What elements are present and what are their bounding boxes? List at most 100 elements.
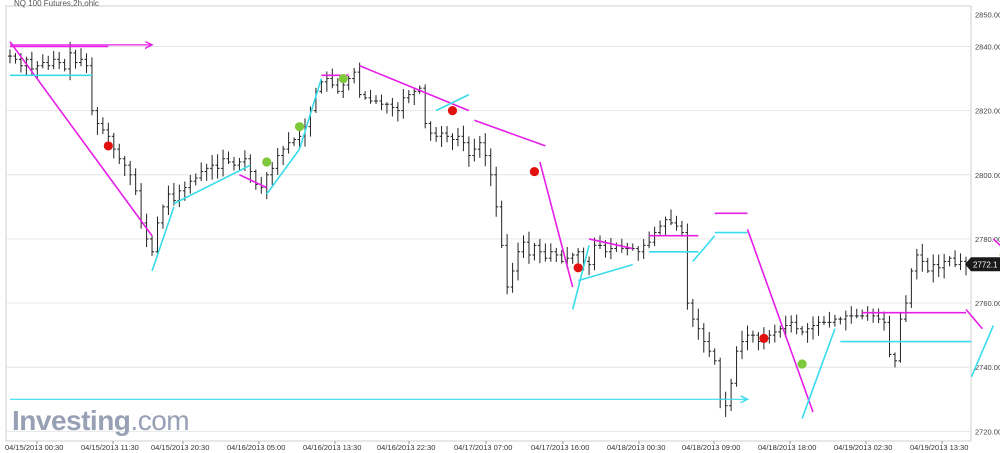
y-tick-label: 2760.00: [975, 299, 1000, 308]
ohlc-bar: [461, 125, 466, 152]
ohlc-bar: [150, 235, 155, 256]
ohlc-bar: [215, 154, 220, 179]
ohlc-bar: [368, 89, 373, 104]
ohlc-bar: [947, 256, 952, 267]
ohlc-bar: [805, 323, 810, 343]
ohlc-bar: [641, 239, 646, 260]
ohlc-bar: [494, 166, 499, 217]
ohlc-bar: [729, 378, 734, 412]
trend-line-cyan: [151, 206, 175, 272]
ohlc-bar: [909, 268, 914, 308]
trend-line-cyan: [571, 245, 590, 310]
x-tick-label: 04/16/2013 05:00: [227, 443, 285, 452]
ohlc-bar: [647, 231, 652, 249]
trend-line-magenta: [588, 238, 633, 250]
ohlc-bar: [505, 234, 510, 295]
trend-line-cyan: [266, 148, 301, 195]
ohlc-bar: [117, 143, 122, 165]
ohlc-bar: [570, 252, 575, 264]
ohlc-bar: [920, 243, 925, 272]
ohlc-bar: [849, 306, 854, 324]
ohlc-bar: [521, 235, 526, 258]
ohlc-bar: [772, 324, 777, 343]
trend-lines: [9, 41, 1000, 419]
ohlc-bar: [882, 311, 887, 331]
ohlc-bar: [341, 80, 346, 99]
ohlc-bar: [379, 94, 384, 111]
ohlc-bar: [13, 53, 18, 64]
x-tick-label: 04/19/2013 02:30: [834, 443, 892, 452]
ohlc-bar: [734, 346, 739, 387]
ohlc-bar: [592, 237, 597, 271]
ohlc-bar: [548, 243, 553, 262]
ohlc-bar: [679, 220, 684, 237]
ohlc-bar: [450, 133, 455, 151]
last-price-tag: [965, 257, 1000, 272]
ohlc-bar: [455, 128, 460, 147]
ohlc-bar: [756, 331, 761, 351]
ohlc-bar: [685, 223, 690, 310]
ohlc-bar: [40, 54, 45, 69]
ohlc-bar: [352, 68, 357, 84]
ohlc-bar: [931, 254, 936, 283]
trend-line-cyan: [801, 328, 836, 419]
ohlc-bar: [516, 242, 521, 281]
ohlc-bar: [827, 311, 832, 328]
ohlc-bar: [477, 135, 482, 158]
investing-logo: Investing.com: [12, 405, 190, 437]
ohlc-bar: [712, 348, 717, 365]
ohlc-bar: [701, 323, 706, 353]
ohlc-bar: [275, 147, 280, 175]
ohlc-bar: [543, 243, 548, 262]
y-tick-label: 2780.00: [975, 235, 1000, 244]
ohlc-bar: [46, 55, 51, 70]
sell-signal-dot: [447, 106, 458, 116]
ohlc-bar: [745, 325, 750, 351]
y-tick-label: 2800.00: [975, 171, 1000, 180]
ohlc-bar: [406, 90, 411, 104]
ohlc-bar: [111, 132, 116, 159]
ohlc-bar: [221, 149, 226, 177]
ohlc-bar: [838, 316, 843, 325]
ohlc-bar: [363, 91, 368, 100]
plot-area: [5, 5, 972, 442]
ohlc-bar: [488, 148, 493, 187]
trend-line-magenta: [539, 161, 574, 288]
x-tick-label: 04/19/2013 13:30: [910, 443, 968, 452]
ohlc-bar: [499, 200, 504, 248]
ohlc-bar: [128, 160, 133, 186]
ohlc-bar: [423, 84, 428, 129]
ohlc-bar: [750, 330, 755, 343]
ohlc-bar: [843, 310, 848, 331]
ohlc-bar: [816, 316, 821, 336]
ohlc-bar: [84, 53, 89, 73]
ohlc-bar: [625, 242, 630, 256]
ohlc-bar: [740, 330, 745, 360]
ohlc-bar: [390, 97, 395, 117]
x-tick-label: 04/16/2013 13:30: [303, 443, 361, 452]
ohlc-bar: [384, 102, 389, 114]
x-tick-label: 04/15/2013 20:30: [151, 443, 209, 452]
x-tick-label: 04/17/2013 16:00: [531, 443, 589, 452]
ohlc-bar: [237, 157, 242, 171]
y-tick-label: 2850.00: [975, 10, 1000, 19]
ohlc-bar: [231, 156, 236, 171]
ohlc-bar: [800, 325, 805, 336]
ohlc-bar: [155, 216, 160, 255]
trend-line-magenta: [239, 174, 268, 189]
ohlc-bar: [133, 168, 138, 196]
ohlc-bar: [248, 154, 253, 183]
ohlc-bar: [576, 248, 581, 264]
ohlc-bar: [658, 220, 663, 235]
trend-line-magenta: [992, 238, 1000, 247]
ohlc-bar: [483, 133, 488, 167]
ohlc-bar: [439, 125, 444, 147]
ohlc-bar: [79, 48, 84, 67]
ohlc-bar: [526, 231, 531, 264]
ohlc-bar: [832, 314, 837, 327]
ohlc-bar: [608, 238, 613, 260]
ohlc-bar: [953, 250, 958, 268]
ohlc-bar: [942, 253, 947, 279]
sell-signal-dot: [759, 333, 769, 343]
ohlc-bar: [335, 78, 340, 94]
